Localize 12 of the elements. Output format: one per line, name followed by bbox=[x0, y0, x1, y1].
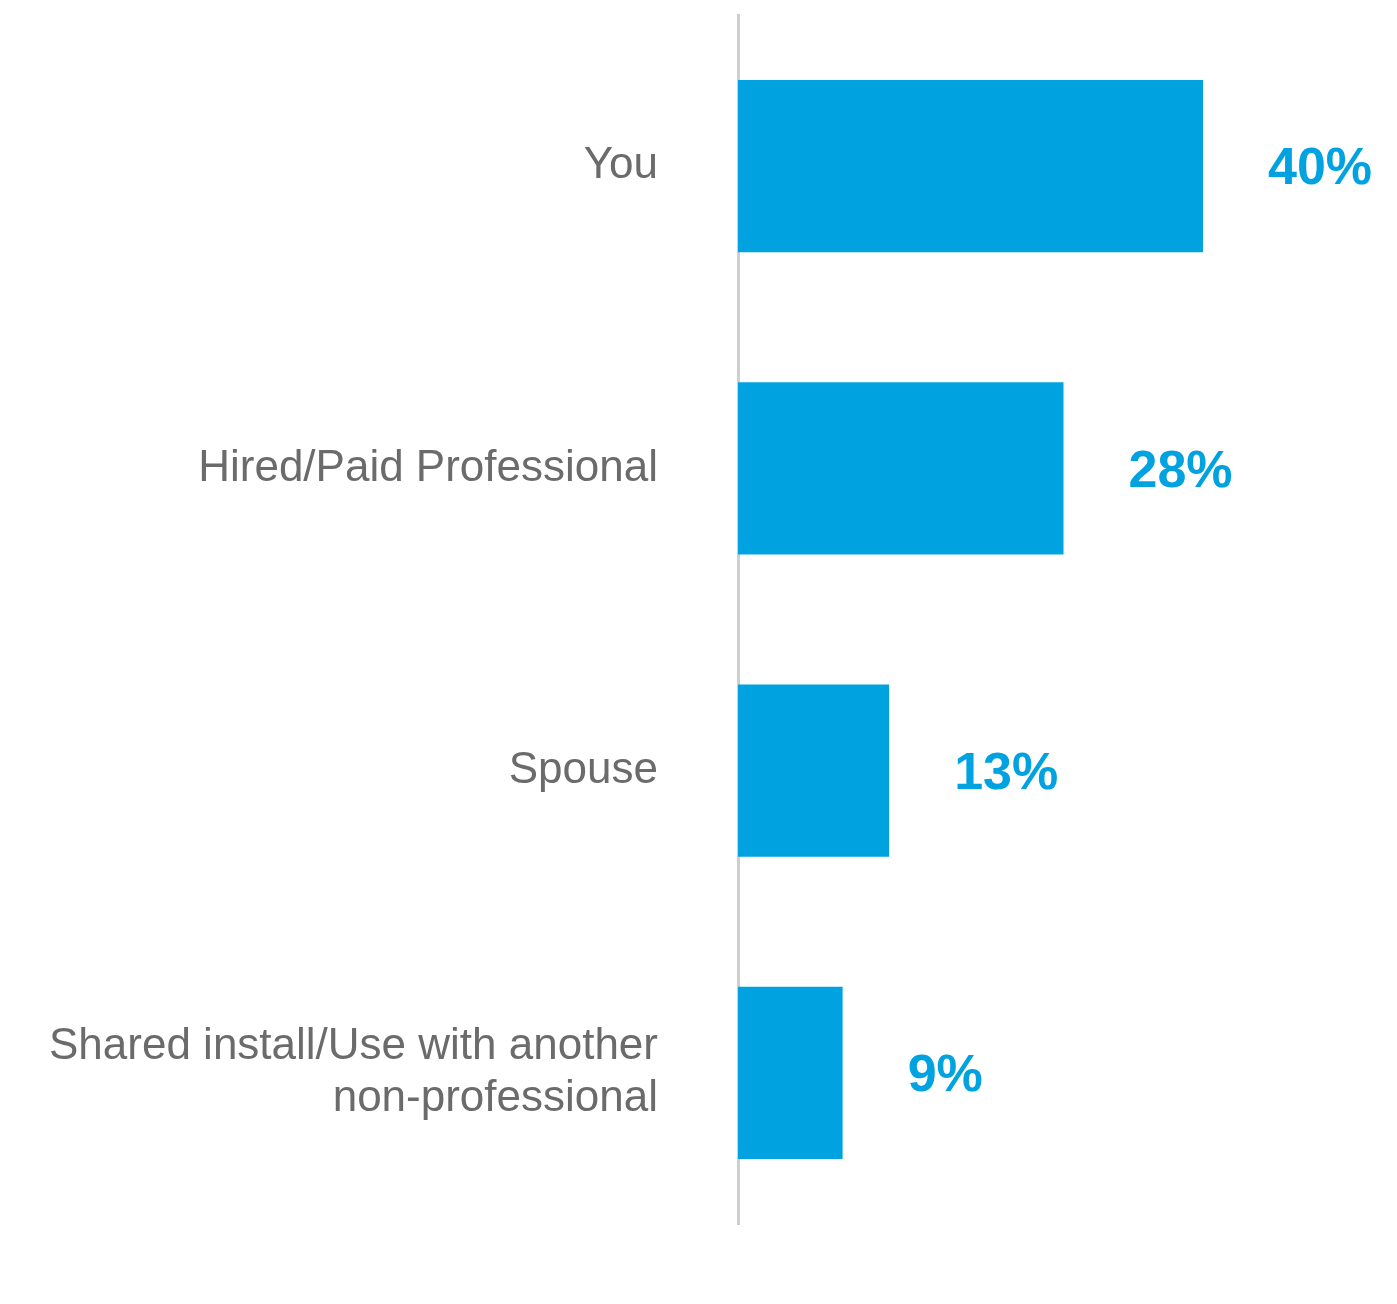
y-tick-label: Spouse bbox=[508, 742, 658, 792]
bar bbox=[738, 684, 890, 857]
bar bbox=[738, 986, 843, 1160]
y-tick-label: Hired/Paid Professional bbox=[198, 440, 658, 490]
y-tick-label: Shared install/Use with another non-professional bbox=[49, 1018, 658, 1121]
data-label: 9% bbox=[907, 1044, 983, 1103]
data-label: 13% bbox=[954, 741, 1059, 800]
data-label: 40% bbox=[1268, 137, 1373, 196]
data-label: 28% bbox=[1128, 439, 1233, 498]
bar bbox=[738, 79, 1203, 253]
bar bbox=[738, 382, 1064, 555]
y-tick-label: You bbox=[583, 138, 658, 188]
